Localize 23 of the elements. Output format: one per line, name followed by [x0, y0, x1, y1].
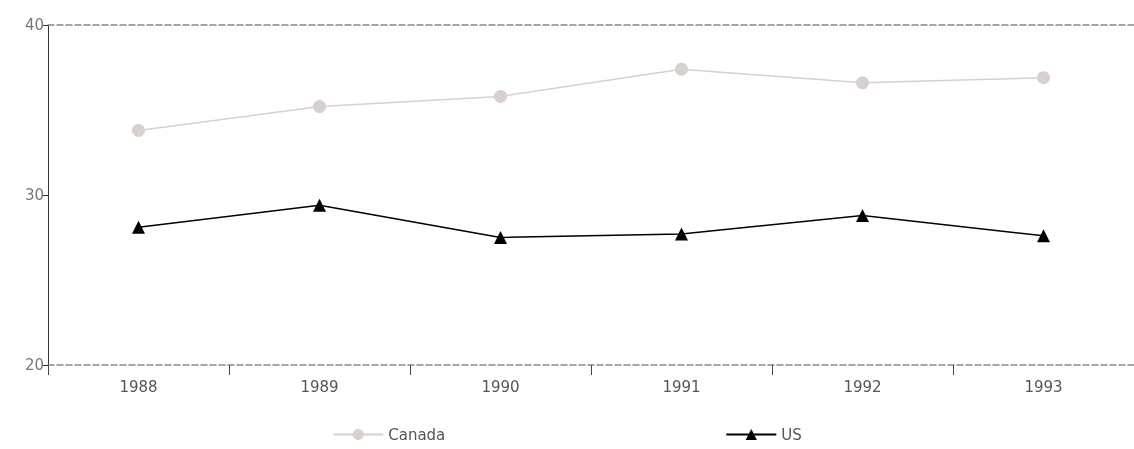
point: [313, 198, 326, 212]
point: [313, 100, 326, 114]
point: [856, 208, 869, 222]
point: [675, 227, 688, 241]
point: [494, 231, 507, 244]
point: [1037, 229, 1050, 243]
y-tick-label: 30: [24, 186, 44, 204]
x-tick-label: 1989: [300, 377, 339, 396]
legend-label: US: [781, 425, 802, 444]
x-tick-label: 1993: [1024, 377, 1063, 396]
point: [494, 89, 507, 103]
legend-label: Canada: [388, 425, 446, 444]
point: [1037, 71, 1050, 85]
y-tick-label: 20: [24, 356, 44, 374]
point: [132, 123, 145, 137]
x-tick-label: 1990: [481, 377, 520, 396]
y-tick-label: 40: [24, 16, 44, 34]
point: [675, 62, 688, 76]
x-tick-label: 1991: [662, 377, 701, 396]
point: [132, 220, 145, 234]
x-tick-label: 1988: [119, 377, 158, 396]
x-tick-label: 1992: [843, 377, 882, 396]
point: [856, 76, 869, 90]
